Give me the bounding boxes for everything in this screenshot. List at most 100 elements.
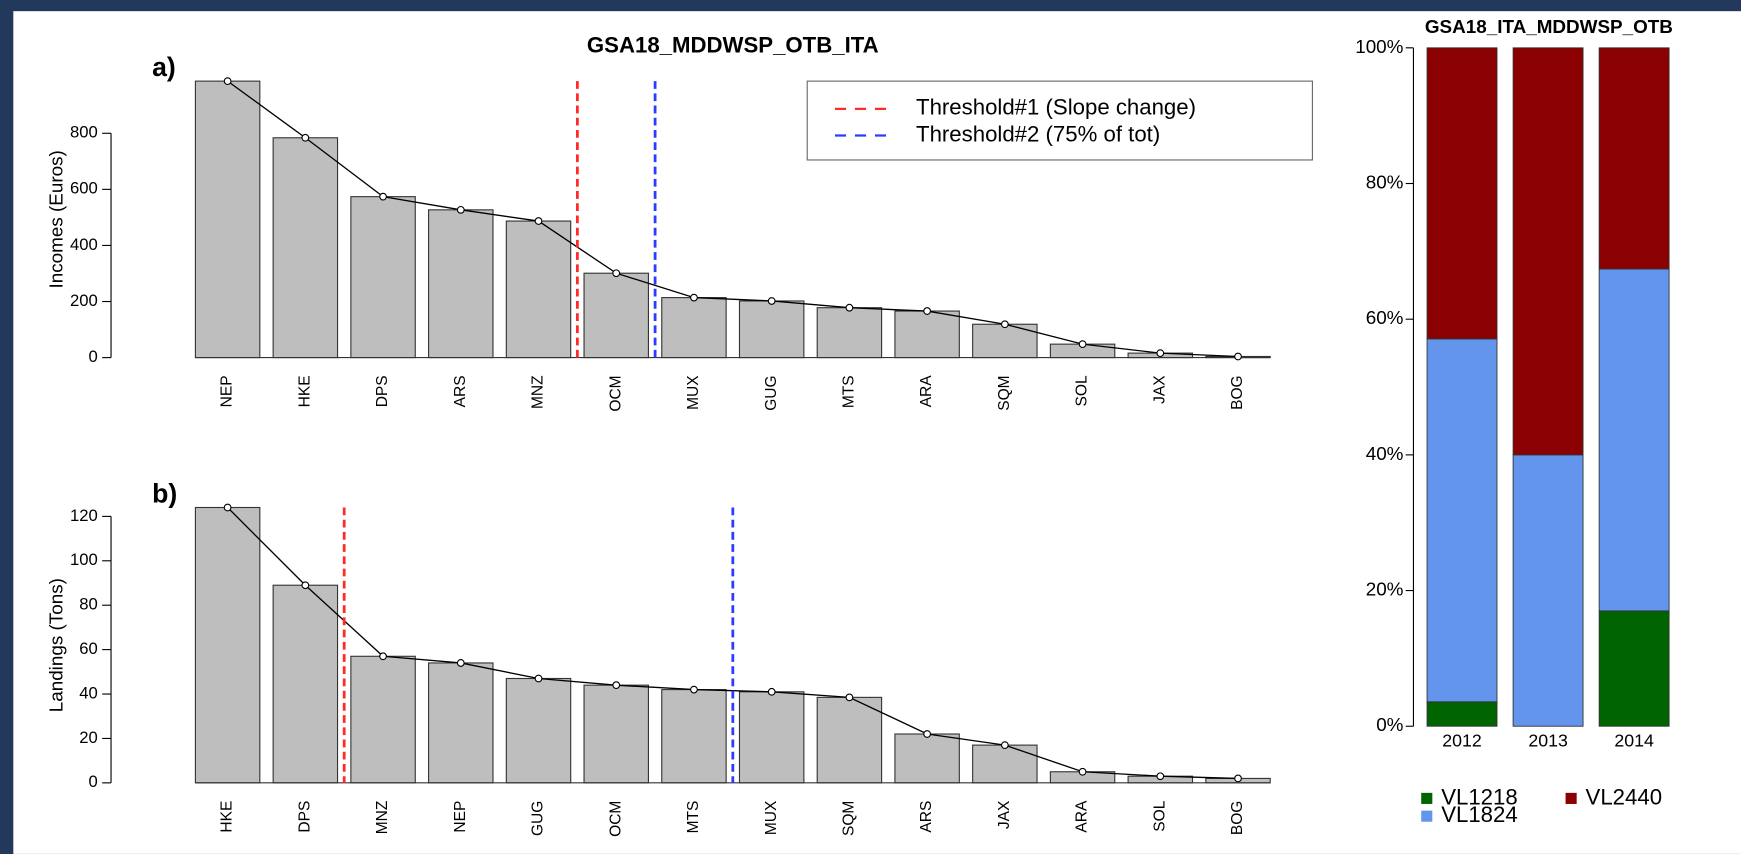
trend-point xyxy=(845,693,854,702)
x-tick-label: NEP xyxy=(452,801,469,833)
x-tick-label: BOG xyxy=(1229,375,1246,410)
bar xyxy=(194,80,261,359)
trend-point xyxy=(223,77,232,86)
bar xyxy=(661,689,727,784)
trend-point xyxy=(1234,774,1242,783)
legend-swatch xyxy=(1421,792,1433,804)
x-tick-label: SOL xyxy=(1151,800,1168,831)
bar xyxy=(583,684,649,784)
bar xyxy=(738,300,805,359)
x-tick-label: ARS xyxy=(452,375,469,407)
panel-label: b) xyxy=(152,478,177,508)
bar xyxy=(505,677,572,784)
x-tick-label: MNZ xyxy=(530,375,547,409)
y-tick-label: 60 xyxy=(79,639,98,658)
bar xyxy=(272,584,339,784)
bar xyxy=(350,655,416,784)
x-tick-label: JAX xyxy=(1151,375,1168,404)
y-tick-label: 0 xyxy=(88,772,97,791)
x-tick-label: SQM xyxy=(996,375,1013,410)
legend-label: VL1824 xyxy=(1441,802,1518,827)
trend-point xyxy=(923,307,932,315)
x-tick-label: 2012 xyxy=(1442,730,1482,750)
y-tick-label: 600 xyxy=(70,179,98,198)
y-tick-label: 40 xyxy=(79,683,98,702)
bar xyxy=(661,297,727,359)
x-tick-label: HKE xyxy=(219,801,236,833)
y-tick-label: 0% xyxy=(1376,714,1403,735)
trend-point xyxy=(456,659,465,667)
bar-segment xyxy=(1598,268,1670,612)
bar-segment xyxy=(1426,338,1498,703)
trend-point xyxy=(1156,349,1165,358)
trend-point xyxy=(456,205,465,214)
legend-swatch xyxy=(1421,810,1433,822)
x-tick-label: DPS xyxy=(296,801,313,833)
trend-point xyxy=(301,133,310,142)
x-tick-label: ARS xyxy=(918,801,935,833)
trend-point xyxy=(612,269,621,278)
trend-point xyxy=(1000,320,1009,329)
bar xyxy=(272,137,339,359)
trend-point xyxy=(923,730,932,738)
x-tick-label: ARA xyxy=(1074,800,1091,833)
x-tick-label: JAX xyxy=(996,800,1013,829)
trend-point xyxy=(534,674,543,683)
trend-point xyxy=(845,303,854,312)
x-tick-label: DPS xyxy=(374,375,391,407)
y-tick-label: 120 xyxy=(70,506,98,525)
trend-line xyxy=(227,80,1239,358)
y-tick-label: 20% xyxy=(1366,579,1404,600)
x-tick-label: 2014 xyxy=(1614,730,1654,750)
trend-point xyxy=(767,687,776,696)
legend-label: Threshold#2 (75% of tot) xyxy=(916,121,1160,146)
y-tick-label: 0 xyxy=(88,347,97,366)
x-tick-label: MUX xyxy=(685,375,702,410)
legend-swatch xyxy=(1565,792,1577,804)
bar-segment xyxy=(1512,47,1584,456)
y-axis-label: Incomes (Euros) xyxy=(46,150,67,288)
bar xyxy=(972,744,1038,784)
panel-label: a) xyxy=(152,52,176,82)
chart-title: GSA18_ITA_MDDWSP_OTB xyxy=(1425,16,1673,37)
bar xyxy=(350,196,416,359)
trend-point xyxy=(690,293,698,302)
bar xyxy=(738,691,805,784)
trend-point xyxy=(1000,741,1009,749)
trend-point xyxy=(301,581,310,590)
x-tick-label: SOL xyxy=(1074,375,1091,406)
bar-segment xyxy=(1512,454,1584,727)
trend-point xyxy=(1078,767,1087,776)
y-tick-label: 100% xyxy=(1355,36,1403,57)
y-tick-label: 200 xyxy=(70,291,98,310)
trend-point xyxy=(612,681,621,690)
bar xyxy=(894,310,960,359)
x-tick-label: OCM xyxy=(607,375,624,411)
legend-label: VL2440 xyxy=(1586,784,1663,809)
trend-point xyxy=(1156,772,1165,781)
y-tick-label: 800 xyxy=(70,123,98,142)
trend-point xyxy=(767,297,776,305)
trend-point xyxy=(379,192,387,201)
trend-point xyxy=(534,217,543,225)
legend-label: Threshold#1 (Slope change) xyxy=(916,95,1196,120)
bar xyxy=(505,220,572,359)
bar-segment xyxy=(1426,701,1498,727)
bar-segment xyxy=(1598,47,1670,270)
x-tick-label: 2013 xyxy=(1528,730,1568,750)
bar xyxy=(194,506,261,784)
trend-point xyxy=(1234,352,1242,361)
bar xyxy=(428,209,494,359)
bar xyxy=(894,733,960,784)
x-tick-label: MUX xyxy=(763,800,780,835)
trend-point xyxy=(379,652,387,661)
x-tick-label: SQM xyxy=(841,801,858,836)
x-tick-label: ARA xyxy=(918,375,935,408)
x-tick-label: HKE xyxy=(296,375,313,407)
bar xyxy=(816,307,883,359)
bar xyxy=(972,323,1038,359)
y-tick-label: 20 xyxy=(79,728,98,747)
x-tick-label: GUG xyxy=(763,375,780,410)
chart-title: GSA18_MDDWSP_OTB_ITA xyxy=(587,33,879,58)
